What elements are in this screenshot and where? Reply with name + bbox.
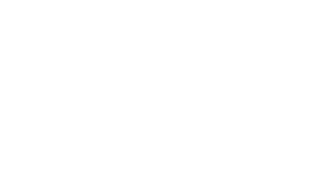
Text: O: O [211, 60, 217, 69]
Text: (ANTIFUNGAL DRUG): (ANTIFUNGAL DRUG) [134, 42, 256, 52]
Text: Students: Students [12, 110, 64, 123]
Text: SYNTHESIS OF: SYNTHESIS OF [138, 7, 252, 21]
Text: CH₃: CH₃ [289, 78, 301, 82]
Text: By: By [36, 58, 47, 67]
Text: C: C [225, 60, 231, 69]
Text: S: S [225, 42, 230, 51]
Text: N: N [239, 60, 245, 69]
Text: CH₃: CH₃ [234, 82, 246, 87]
Text: TOLNAFTATE: TOLNAFTATE [106, 19, 284, 43]
Text: FOR: FOR [22, 82, 54, 96]
Text: TOLNAFTATE: TOLNAFTATE [178, 88, 233, 97]
Text: Dr D S BELE: Dr D S BELE [14, 67, 70, 76]
Text: PHARMACY: PHARMACY [0, 96, 82, 110]
